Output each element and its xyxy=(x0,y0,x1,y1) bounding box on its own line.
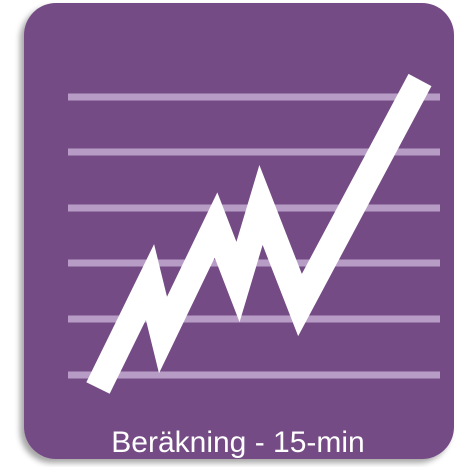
trend-line xyxy=(86,73,432,394)
tile xyxy=(24,3,454,459)
caption: Beräkning - 15-min xyxy=(111,426,364,459)
